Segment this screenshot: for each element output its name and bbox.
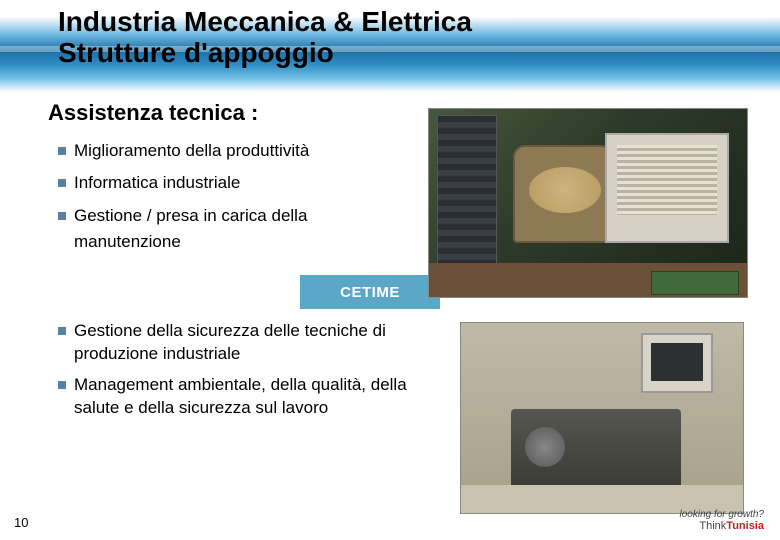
circuit-board-icon bbox=[651, 271, 739, 295]
title-line-2: Strutture d'appoggio bbox=[58, 37, 334, 68]
bullet-marker-icon bbox=[58, 327, 66, 335]
slide-title: Industria Meccanica & Elettrica Struttur… bbox=[58, 6, 698, 69]
crt-monitor-icon bbox=[641, 333, 713, 393]
footer-brand-name: ThinkTunisia bbox=[680, 520, 765, 532]
bullet-text: Management ambientale, della qualità, de… bbox=[74, 375, 407, 417]
bullet-marker-icon bbox=[58, 147, 66, 155]
bullet-text: Informatica industriale bbox=[74, 173, 240, 192]
footer-brand-prefix: Think bbox=[699, 520, 726, 532]
lab-equipment-photo bbox=[428, 108, 748, 298]
machining-equipment-photo bbox=[460, 322, 744, 514]
bullet-text: Gestione della sicurezza delle tecniche … bbox=[74, 321, 386, 363]
bullet-item: Management ambientale, della qualità, de… bbox=[58, 374, 438, 420]
cetime-label: CETIME bbox=[340, 284, 400, 301]
bullets-top-group: Miglioramento della produttività Informa… bbox=[58, 138, 398, 261]
bullet-marker-icon bbox=[58, 212, 66, 220]
bullet-item: Informatica industriale bbox=[58, 170, 398, 196]
bullet-text: Gestione / presa in carica della manuten… bbox=[74, 206, 307, 251]
section-subheading: Assistenza tecnica : bbox=[48, 100, 258, 126]
bullet-marker-icon bbox=[58, 381, 66, 389]
bullets-bottom-group: Gestione della sicurezza delle tecniche … bbox=[58, 320, 438, 426]
recorder-monitor-icon bbox=[605, 133, 729, 243]
server-rack-icon bbox=[437, 115, 497, 265]
footer-tagline: looking for growth? bbox=[680, 509, 765, 520]
cetime-badge: CETIME bbox=[300, 275, 440, 309]
page-number: 10 bbox=[14, 515, 28, 530]
bullet-item: Miglioramento della produttività bbox=[58, 138, 398, 164]
footer-brand: looking for growth? ThinkTunisia bbox=[680, 509, 765, 532]
bullet-item: Gestione / presa in carica della manuten… bbox=[58, 203, 398, 256]
bullet-marker-icon bbox=[58, 179, 66, 187]
footer-brand-suffix: Tunisia bbox=[726, 520, 764, 532]
lathe-machine-icon bbox=[511, 409, 681, 489]
slide-container: Industria Meccanica & Elettrica Struttur… bbox=[0, 0, 780, 540]
bullet-text: Miglioramento della produttività bbox=[74, 141, 309, 160]
bullet-item: Gestione della sicurezza delle tecniche … bbox=[58, 320, 438, 366]
title-line-1: Industria Meccanica & Elettrica bbox=[58, 6, 472, 37]
oscilloscope-icon bbox=[513, 145, 613, 243]
